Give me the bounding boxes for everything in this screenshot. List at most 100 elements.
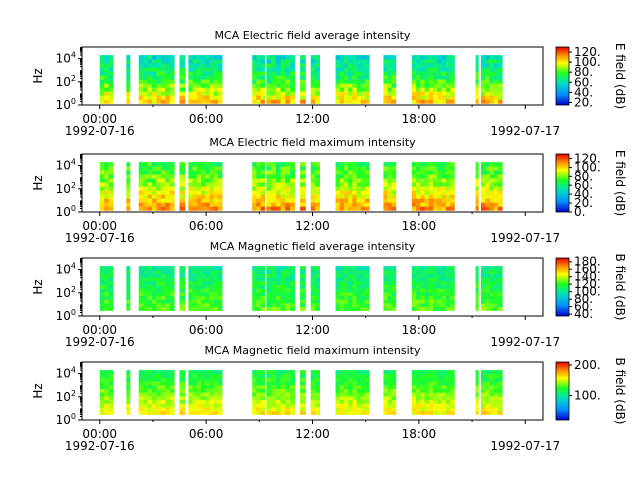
spectrogram-cell: [489, 266, 495, 271]
spectrogram-cell: [437, 303, 442, 308]
spectrogram-cell: [290, 306, 296, 311]
spectrogram-cell: [271, 303, 277, 308]
spectrogram-cell: [360, 87, 366, 92]
spectrogram-cell: [104, 269, 109, 274]
spectrogram-cell: [252, 392, 257, 397]
spectrogram-cell: [266, 75, 272, 80]
spectrogram-cell: [209, 399, 215, 404]
spectrogram-cell: [352, 266, 357, 271]
spectrogram-cell: [391, 392, 397, 397]
spectrogram-cell: [437, 288, 442, 293]
spectrogram-cell: [256, 178, 261, 183]
spectrogram-cell: [356, 166, 362, 171]
spectrogram-cell: [285, 377, 291, 382]
spectrogram-cell: [480, 83, 486, 88]
spectrogram-cell: [411, 83, 417, 88]
spectrogram-cell: [196, 269, 202, 274]
spectrogram-cell: [126, 291, 131, 297]
spectrogram-cell: [475, 59, 479, 64]
spectrogram-cell: [196, 403, 202, 408]
spectrogram-cell: [300, 269, 306, 274]
spectrogram-cell: [450, 410, 455, 415]
spectrogram-cell: [450, 186, 455, 191]
spectrogram-cell: [147, 166, 153, 171]
colorbar-tick-label: 160.: [574, 262, 601, 276]
spectrogram-cell: [475, 277, 479, 282]
spectrogram-cell: [165, 71, 171, 76]
spectrogram-cell: [271, 55, 277, 60]
spectrogram-cell: [493, 295, 499, 300]
spectrogram-cell: [343, 392, 349, 397]
spectrogram-cell: [485, 377, 490, 382]
spectrogram-cell: [360, 202, 366, 207]
spectrogram-cell: [126, 295, 131, 300]
spectrogram-cell: [365, 306, 370, 311]
spectrogram-cell: [356, 79, 362, 84]
colorbar-tick-label: 60.: [574, 178, 593, 192]
spectrogram-cell: [475, 194, 479, 199]
spectrogram-cell: [169, 83, 175, 88]
spectrogram-cell: [497, 71, 503, 76]
spectrogram-cell: [360, 206, 366, 211]
spectrogram-cell: [205, 170, 210, 175]
spectrogram-cell: [256, 269, 261, 274]
spectrogram-cell: [217, 295, 223, 300]
spectrogram-cell: [489, 295, 495, 300]
spectrogram-cell: [213, 395, 219, 401]
spectrogram-cell: [300, 395, 306, 401]
spectrogram-cell: [188, 381, 193, 386]
spectrogram-cell: [383, 291, 388, 297]
spectrogram-cell: [480, 399, 486, 404]
spectrogram-cell: [280, 99, 286, 104]
spectrogram-cell: [497, 59, 503, 64]
spectrogram-cell: [383, 266, 388, 271]
spectrogram-cell: [335, 277, 341, 282]
spectrogram-cell: [489, 373, 495, 378]
spectrogram-cell: [441, 59, 447, 64]
spectrogram-cell: [201, 392, 206, 397]
spectrogram-cell: [420, 299, 425, 304]
spectrogram-cell: [160, 381, 166, 386]
spectrogram-cell: [428, 381, 434, 386]
spectrogram-cell: [383, 190, 388, 195]
spectrogram-cell: [437, 67, 442, 72]
spectrogram-cell: [147, 170, 153, 175]
spectrogram-cell: [99, 410, 105, 415]
spectrogram-cell: [179, 288, 186, 293]
spectrogram-cell: [201, 166, 206, 171]
spectrogram-cell: [266, 381, 272, 386]
spectrogram-cell: [416, 206, 421, 211]
spectrogram-cell: [497, 91, 503, 96]
spectrogram-cell: [256, 190, 261, 195]
spectrogram-cell: [104, 403, 109, 408]
spectrogram-cell: [356, 67, 362, 72]
spectrogram-cell: [285, 182, 291, 187]
spectrogram-cell: [138, 55, 144, 60]
spectrogram-cell: [285, 373, 291, 378]
spectrogram-cell: [147, 71, 153, 76]
spectrogram-cell: [209, 306, 215, 311]
spectrogram-cell: [360, 166, 366, 171]
spectrogram-cell: [383, 407, 388, 412]
spectrogram-cell: [108, 166, 114, 171]
spectrogram-cell: [339, 63, 345, 68]
spectrogram-cell: [420, 303, 425, 308]
spectrogram-cell: [217, 269, 223, 274]
spectrogram-cell: [108, 162, 114, 167]
spectrogram-cell: [205, 388, 210, 393]
spectrogram-cell: [310, 174, 316, 179]
spectrogram-cell: [271, 277, 277, 282]
spectrogram-cell: [108, 399, 114, 404]
spectrogram-cell: [126, 67, 131, 72]
spectrogram-cell: [147, 395, 153, 401]
spectrogram-cell: [475, 284, 479, 289]
spectrogram-cell: [428, 299, 434, 304]
spectrogram-cell: [416, 170, 421, 175]
spectrogram-cell: [437, 95, 442, 100]
spectrogram-cell: [275, 284, 281, 289]
spectrogram-cell: [196, 395, 202, 401]
spectrogram-cell: [365, 303, 370, 308]
spectrogram-cell: [260, 377, 266, 382]
spectrogram-cell: [143, 99, 148, 104]
spectrogram-cell: [411, 170, 417, 175]
